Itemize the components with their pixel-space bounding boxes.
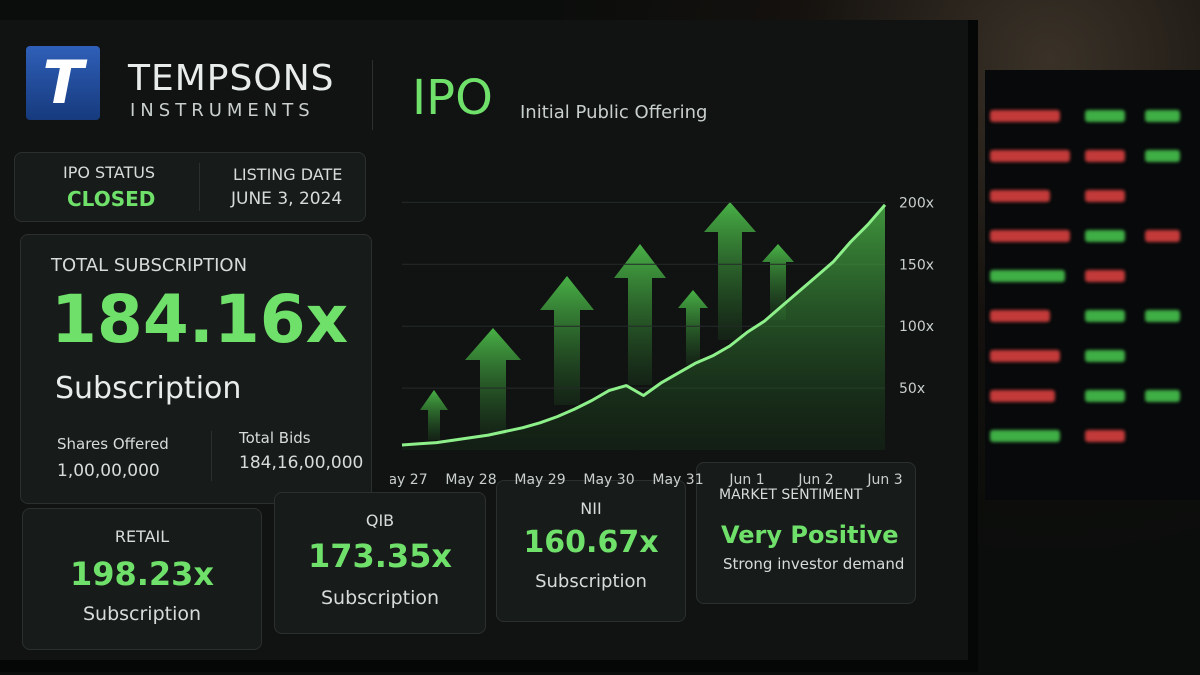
segment-value: 173.35x [307,537,453,575]
brand-tagline: INSTRUMENTS [130,100,315,121]
shares-value: 1,00,00,000 [57,461,160,481]
status-label: IPO STATUS [63,163,156,182]
shares-label: Shares Offered [57,435,169,453]
x-tick-label: Jun 2 [797,472,833,488]
total-value: 184.16x [51,281,349,358]
total-card: TOTAL SUBSCRIPTION 184.16x Subscription … [20,234,372,504]
area [402,204,885,450]
page-title: IPO [412,70,493,126]
x-tick-label: May 29 [514,472,565,488]
y-tick-label: 150x [899,257,934,273]
sentiment-label: MARKET SENTIMENT [719,487,863,503]
total-caption: Subscription [55,371,242,406]
segment-card: NII 160.67x Subscription [496,480,686,622]
segment-caption: Subscription [320,587,440,609]
segment-card: RETAIL 198.23x Subscription [22,508,262,650]
y-tick-label: 50x [899,381,925,397]
sentiment-card: MARKET SENTIMENT Very Positive Strong in… [696,462,916,604]
status-card: IPO STATUS CLOSED LISTING DATE JUNE 3, 2… [14,152,366,222]
segment-label: QIB [365,511,395,530]
decorative-arrows [420,202,794,440]
logo: T [26,46,100,120]
brand-name: TEMPSONS [128,58,335,99]
subscription-chart: 50x 100x 150x 200x May 27 May 28 May 29 May 30 M… [390,195,934,488]
listing-date: JUNE 3, 2024 [231,189,343,209]
line [401,203,887,447]
x-tick-label: May 27 [390,472,428,488]
y-tick-label: 100x [899,319,934,335]
segment-card: QIB 173.35x Subscription [274,492,486,634]
divider [372,60,373,130]
segment-value: 198.23x [69,555,215,593]
y-tick-label: 200x [899,195,934,211]
dashboard: T TEMPSONS INSTRUMENTS IPO Initial Publi… [0,20,978,672]
x-tick-label: May 28 [445,472,496,488]
x-tick-label: May 30 [583,472,634,488]
sentiment-caption: Strong investor demand [723,555,905,573]
x-tick-label: Jun 3 [866,472,902,488]
page-subtitle: Initial Public Offering [520,102,708,123]
segment-label: RETAIL [114,527,170,546]
status-value: CLOSED [67,187,156,211]
segment-caption: Subscription [82,603,202,625]
sentiment-value: Very Positive [721,521,899,549]
x-tick-label: Jun 1 [728,472,764,488]
bids-value: 184,16,00,000 [239,453,364,473]
background-board [985,70,1200,500]
segment-value: 160.67x [523,525,659,560]
segment-label: NII [580,499,602,518]
listing-label: LISTING DATE [233,165,343,184]
bids-label: Total Bids [239,429,311,447]
x-tick-label: May 31 [652,472,703,488]
segment-caption: Subscription [535,571,647,592]
total-label: TOTAL SUBSCRIPTION [51,255,248,276]
